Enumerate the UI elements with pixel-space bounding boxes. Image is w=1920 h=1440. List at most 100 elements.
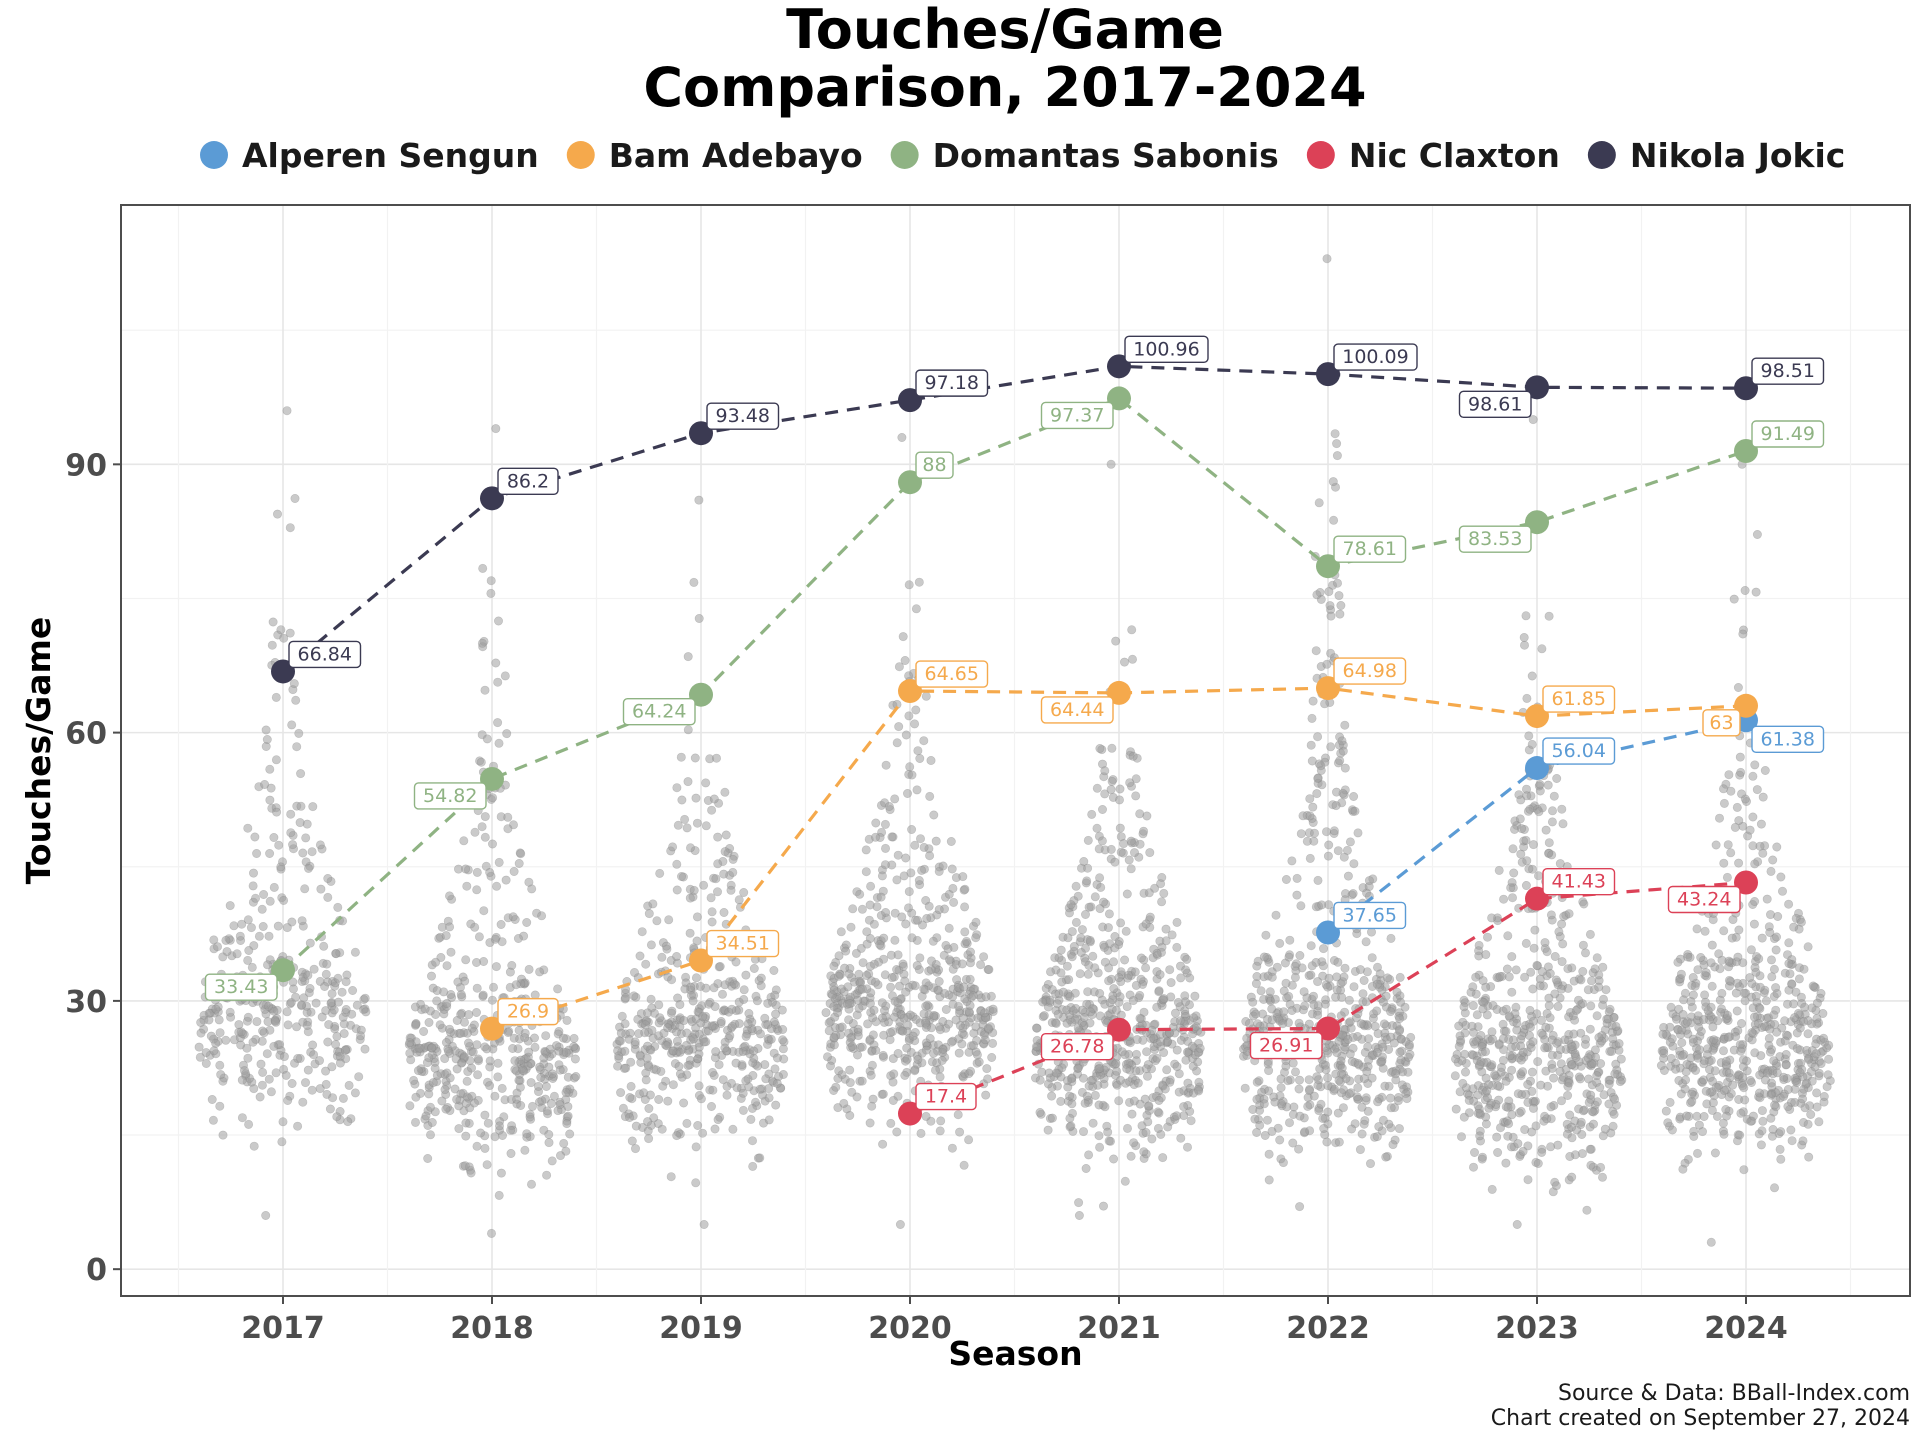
distribution-point xyxy=(302,1020,312,1030)
distribution-point xyxy=(541,1082,551,1092)
distribution-point xyxy=(1111,636,1121,646)
distribution-point xyxy=(215,1101,225,1111)
distribution-point xyxy=(1131,774,1141,784)
distribution-point xyxy=(731,957,741,967)
distribution-point xyxy=(1730,822,1740,832)
distribution-point xyxy=(1746,945,1756,955)
distribution-point xyxy=(1756,1140,1766,1150)
distribution-point xyxy=(749,1046,759,1056)
distribution-point xyxy=(505,967,515,977)
distribution-point xyxy=(1555,1067,1565,1077)
distribution-point xyxy=(915,953,925,963)
distribution-point xyxy=(865,999,875,1009)
distribution-point xyxy=(432,1071,442,1081)
distribution-point xyxy=(1581,1034,1591,1044)
distribution-point xyxy=(1100,766,1110,776)
distribution-point xyxy=(1166,978,1176,988)
distribution-point xyxy=(701,778,711,788)
distribution-point xyxy=(1808,981,1818,991)
distribution-point xyxy=(323,1037,333,1047)
distribution-point xyxy=(1099,942,1109,952)
distribution-point xyxy=(1361,1093,1371,1103)
distribution-point xyxy=(1527,1067,1537,1077)
distribution-point xyxy=(1035,1075,1045,1085)
distribution-point xyxy=(1131,980,1141,990)
data-label-text: 83.53 xyxy=(1468,528,1522,550)
distribution-point xyxy=(1607,1046,1617,1056)
distribution-point xyxy=(843,982,853,992)
distribution-point xyxy=(1046,967,1056,977)
distribution-point xyxy=(513,933,523,943)
distribution-point xyxy=(1386,1103,1396,1113)
distribution-point xyxy=(1719,1046,1729,1056)
distribution-point xyxy=(1811,1049,1821,1059)
distribution-point xyxy=(646,940,656,950)
distribution-point xyxy=(685,893,695,903)
distribution-point xyxy=(1085,935,1095,945)
distribution-point xyxy=(1719,798,1729,808)
distribution-point xyxy=(1790,1013,1800,1023)
distribution-point xyxy=(907,933,917,943)
distribution-point xyxy=(1115,823,1125,833)
distribution-point xyxy=(902,1054,912,1064)
distribution-point xyxy=(846,1033,856,1043)
distribution-point xyxy=(944,923,954,933)
data-label-text: 88 xyxy=(922,454,946,476)
distribution-point xyxy=(1331,801,1341,811)
data-label-box xyxy=(497,467,559,496)
distribution-point xyxy=(680,814,690,824)
distribution-point xyxy=(928,1048,938,1058)
distribution-point xyxy=(644,909,654,919)
distribution-point xyxy=(555,1100,565,1110)
distribution-point xyxy=(646,994,656,1004)
distribution-point xyxy=(1499,894,1509,904)
distribution-point xyxy=(348,985,358,995)
distribution-point xyxy=(1611,1021,1621,1031)
distribution-point xyxy=(892,964,902,974)
distribution-point xyxy=(968,1041,978,1051)
distribution-point xyxy=(461,1118,471,1128)
distribution-point xyxy=(957,959,967,969)
distribution-point xyxy=(262,1049,272,1059)
distribution-point xyxy=(1771,945,1781,955)
distribution-point xyxy=(912,785,922,795)
distribution-point xyxy=(1520,1125,1530,1135)
distribution-point xyxy=(713,859,723,869)
distribution-point xyxy=(320,981,330,991)
distribution-point xyxy=(445,1073,455,1083)
distribution-point xyxy=(1583,1053,1593,1063)
distribution-point xyxy=(821,1008,831,1018)
distribution-point xyxy=(890,908,900,918)
distribution-point xyxy=(1516,1041,1526,1051)
distribution-point xyxy=(1749,919,1759,929)
distribution-point xyxy=(500,671,510,681)
distribution-point xyxy=(1776,1154,1786,1164)
distribution-point xyxy=(1056,968,1066,978)
distribution-point xyxy=(437,1096,447,1106)
distribution-point xyxy=(1281,874,1291,884)
distribution-point xyxy=(1768,855,1778,865)
distribution-point xyxy=(1043,1125,1053,1135)
distribution-point xyxy=(282,1007,292,1017)
distribution-point xyxy=(243,1012,253,1022)
distribution-point xyxy=(1141,1064,1151,1074)
distribution-point xyxy=(905,762,915,772)
distribution-point xyxy=(1332,451,1342,461)
distribution-point xyxy=(1812,1088,1822,1098)
distribution-point xyxy=(1161,936,1171,946)
distribution-point xyxy=(1120,1176,1130,1186)
distribution-point xyxy=(633,1014,643,1024)
distribution-point xyxy=(1748,812,1758,822)
distribution-point xyxy=(1787,1136,1797,1146)
distribution-point xyxy=(1031,1042,1041,1052)
distribution-point xyxy=(303,863,313,873)
distribution-point xyxy=(1290,972,1300,982)
distribution-point xyxy=(1373,1097,1383,1107)
distribution-point xyxy=(1109,984,1119,994)
distribution-point xyxy=(360,993,370,1003)
distribution-point xyxy=(1071,881,1081,891)
distribution-point xyxy=(1124,855,1134,865)
distribution-point xyxy=(663,1096,673,1106)
distribution-point xyxy=(300,884,310,894)
distribution-point xyxy=(1473,1108,1483,1118)
